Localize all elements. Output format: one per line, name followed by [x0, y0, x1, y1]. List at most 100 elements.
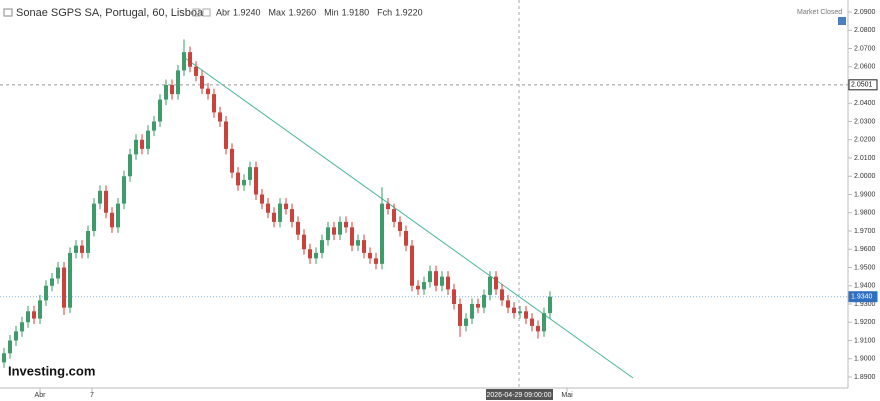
candle-body [314, 252, 318, 259]
candle-body [302, 234, 306, 250]
candle-body [446, 276, 450, 290]
price-badge [848, 291, 878, 303]
candle-body [140, 139, 144, 149]
candle-body [98, 190, 102, 204]
y-tick-label: 1.9000 [854, 356, 876, 363]
candle-body [26, 311, 30, 323]
candle-body [20, 322, 24, 332]
candle-body [338, 221, 342, 235]
candle-body [176, 70, 180, 95]
candle-body [356, 240, 360, 246]
candle-body [260, 194, 264, 204]
candle-body [266, 203, 270, 213]
candle-body [170, 85, 174, 95]
market-status: Market Closed [797, 9, 842, 16]
y-tick-label: 2.0100 [854, 155, 876, 162]
candle-body [440, 276, 444, 286]
candle-body [422, 282, 426, 290]
header-value: 1.9260 [289, 7, 317, 17]
crosshair-badge [486, 389, 553, 400]
candle-body [8, 340, 12, 354]
candle-body [50, 278, 54, 286]
candle-body [218, 112, 222, 122]
header-label: Min [324, 7, 339, 17]
candle-body [524, 311, 528, 319]
header-value: 1.9220 [395, 7, 423, 17]
candle-body [242, 179, 246, 186]
header-label: Fch [377, 7, 392, 17]
settings-icon[interactable] [838, 17, 846, 25]
candle-body [542, 313, 546, 332]
trend-line [184, 57, 634, 379]
y-tick-label: 2.0400 [854, 100, 876, 107]
candle-body [14, 331, 18, 341]
candle-body [536, 325, 540, 332]
candle-body [68, 252, 72, 308]
candle-body [284, 203, 288, 210]
candle-body [470, 304, 474, 319]
candle-body [386, 203, 390, 210]
candle-body [506, 300, 510, 308]
x-tick-label: 7 [90, 392, 94, 399]
price-label: 1.9340 [851, 294, 873, 301]
candle-body [308, 249, 312, 259]
candle-body [428, 271, 432, 283]
header-label: Max [269, 7, 287, 17]
logo: Investing.com [8, 363, 95, 378]
candle-body [164, 85, 168, 100]
candle-body [152, 121, 156, 131]
candle-body [86, 231, 90, 253]
candle-body [320, 240, 324, 253]
menu-icon[interactable] [3, 8, 13, 17]
candle-body [248, 167, 252, 180]
candle-body [518, 311, 522, 314]
y-tick-label: 1.9300 [854, 301, 876, 308]
candle-body [362, 240, 366, 253]
price-badge [848, 79, 878, 91]
candle-body [116, 203, 120, 228]
icon[interactable] [202, 8, 211, 17]
candle-body [416, 285, 420, 290]
crosshair-label: 2026-04-29 09:00:00 [487, 392, 552, 399]
candle-body [194, 66, 198, 76]
candle-body [182, 52, 186, 71]
candle-body [44, 285, 48, 301]
candle-body [74, 245, 78, 253]
price-label: 2.0501 [851, 82, 873, 89]
candle-body [134, 139, 138, 155]
y-tick-label: 2.0200 [854, 137, 876, 144]
candle-body [230, 148, 234, 173]
candle-body [272, 212, 276, 222]
candle-body [212, 94, 216, 113]
candle-body [482, 294, 486, 308]
candle-body [104, 190, 108, 213]
candle-body [296, 221, 300, 235]
y-tick-label: 2.0600 [854, 64, 876, 71]
candle-body [404, 231, 408, 246]
y-tick-label: 1.9500 [854, 264, 876, 271]
candle-body [392, 209, 396, 222]
candle-body [224, 121, 228, 149]
chart-title: Sonae SGPS SA, Portugal, 60, Lisboa [16, 7, 204, 19]
y-tick-label: 1.9900 [854, 191, 876, 198]
candle-body [110, 212, 114, 228]
header-label: Abr [216, 7, 230, 17]
candle-body [458, 304, 462, 326]
candle-body [290, 209, 294, 222]
icon[interactable] [192, 8, 201, 17]
candle-body [236, 172, 240, 186]
candle-body [80, 245, 84, 253]
candle-body [344, 221, 348, 228]
y-tick-label: 1.9200 [854, 319, 876, 326]
candle-body [434, 271, 438, 286]
candle-body [452, 289, 456, 304]
candle-body [38, 300, 42, 319]
candle-body [146, 130, 150, 149]
candle-body [254, 167, 258, 195]
candle-body [122, 176, 126, 204]
header-value: 1.9240 [233, 7, 261, 17]
y-tick-label: 1.9400 [854, 283, 876, 290]
candle-body [332, 227, 336, 235]
candle-body [326, 227, 330, 241]
